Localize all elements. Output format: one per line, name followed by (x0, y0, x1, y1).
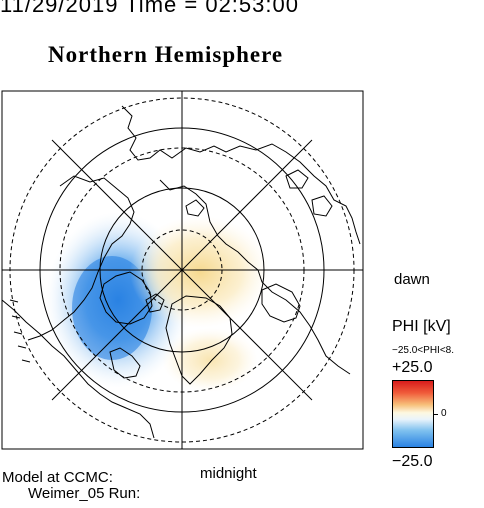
footer-model-label: Model at CCMC: (2, 469, 113, 486)
meridian-lines (2, 91, 363, 449)
continent-outlines (1, 105, 361, 439)
plot-title: Northern Hemisphere (48, 42, 284, 67)
tick-marks (9, 299, 31, 363)
footer-run-label: Weimer_05 Run: (28, 485, 141, 502)
colorbar-range-note: −25.0<PHI<8. (392, 345, 454, 356)
colorbar-title: PHI [kV] (392, 318, 451, 335)
colorbar-min-label: −25.0 (392, 453, 433, 470)
colorbar-max-label: +25.0 (392, 359, 433, 376)
colorbar (392, 380, 434, 448)
colorbar-zero-tick (434, 414, 438, 415)
date-time-header: 11/29/2019 Time = 02:53:00 (0, 0, 299, 17)
colorbar-mid-label: 0 (441, 408, 447, 419)
potential-pattern (46, 212, 270, 392)
midnight-label: midnight (200, 465, 257, 482)
dawn-label: dawn (394, 271, 430, 288)
